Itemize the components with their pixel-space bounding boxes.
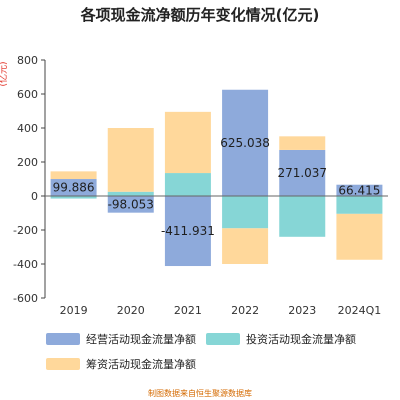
data-label: 625.038 [220,136,270,150]
legend-item[interactable]: 经营活动现金流量净额 [46,332,196,346]
y-tick-label: 600 [17,88,38,101]
legend-item[interactable]: 筹资活动现金流量净额 [46,357,196,371]
bar-2021-series-3 [164,111,211,174]
y-tick-label: -400 [13,258,38,271]
bar-2023-series-3 [279,136,326,150]
y-axis-unit-label: (亿元) [0,61,9,86]
bar-2020-series-2 [107,191,154,196]
legend-label: 筹资活动现金流量净额 [86,357,196,371]
data-label: -98.053 [108,197,154,211]
data-label: 66.415 [338,183,380,197]
y-tick-label: 800 [17,54,38,67]
x-axis: 2019 2020 2021 2022 2023 2024Q1 [60,304,382,317]
x-tick-label: 2023 [288,304,316,317]
y-axis: -600 -400 -200 0 200 400 600 800 [13,54,46,305]
bars [50,89,383,267]
y-tick-label: 0 [31,190,38,203]
bar-2019-series-2 [50,196,97,199]
x-tick-label: 2021 [174,304,202,317]
legend-swatch [206,333,240,345]
y-tick-label: -600 [13,292,38,305]
bar-2020-series-1 [107,196,154,213]
y-tick-label: 400 [17,122,38,135]
legend-item[interactable]: 投资活动现金流量净额 [206,332,356,346]
bar-2021-series-2 [164,173,211,196]
bar-2019-series-3 [50,171,97,180]
x-tick-label: 2022 [231,304,259,317]
x-tick-label: 2020 [117,304,145,317]
y-tick-label: -200 [13,224,38,237]
bar-2022-series-1 [222,89,269,196]
data-label: -411.931 [161,224,215,238]
legend-swatch [46,333,80,345]
x-tick-label: 2019 [60,304,88,317]
chart-title: 各项现金流净额历年变化情况(亿元) [80,6,320,24]
bar-2022-series-2 [222,196,269,229]
legend-label: 经营活动现金流量净额 [86,332,196,346]
data-label: 271.037 [277,166,327,180]
bar-2024Q1-series-3 [336,213,383,260]
y-tick-label: 200 [17,156,38,169]
legend-swatch [46,358,80,370]
bar-2023-series-1 [279,149,326,196]
bar-2021-series-1 [164,196,211,267]
bar-2022-series-3 [222,228,269,264]
bar-2024Q1-series-1 [336,184,383,196]
bar-2024Q1-series-2 [336,196,383,214]
bar-2019-series-1 [50,179,97,196]
legend-label: 投资活动现金流量净额 [246,332,356,346]
x-tick-label: 2024Q1 [338,304,382,317]
source-footer: 制图数据来自恒生聚源数据库 [148,388,252,398]
data-labels: 99.886 -98.053 -411.931 625.038 271.037 66.41… [53,136,381,238]
data-label: 99.886 [53,181,95,195]
bar-2020-series-3 [107,128,154,192]
bar-2023-series-2 [279,196,326,237]
